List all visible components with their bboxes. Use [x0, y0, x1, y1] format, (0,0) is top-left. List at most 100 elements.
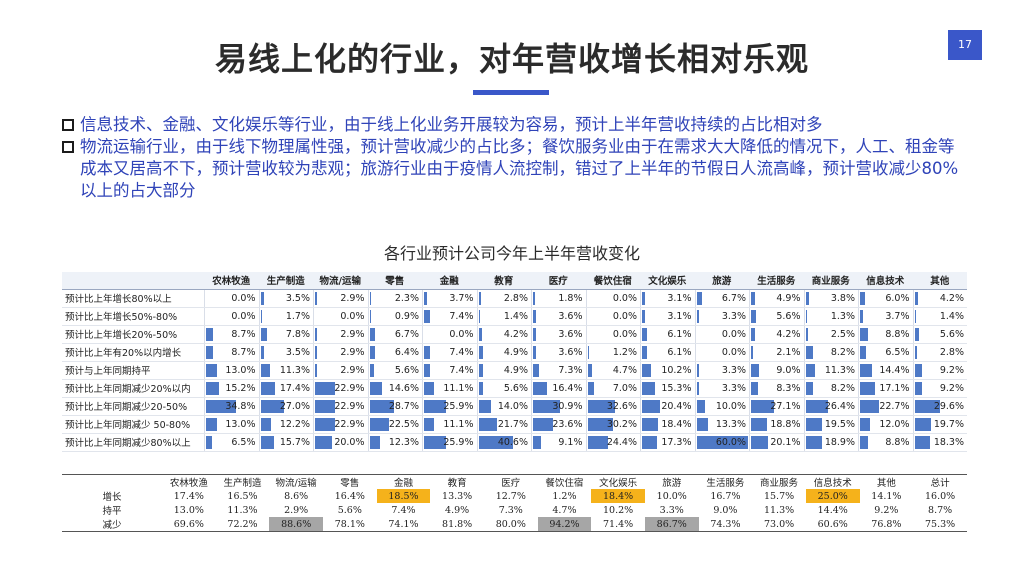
column-header: 文化娱乐 — [640, 272, 695, 290]
cell-value: 2.3% — [394, 292, 419, 304]
data-cell: 11.3% — [803, 361, 859, 379]
data-bar — [751, 291, 756, 305]
cell-value: 5.6% — [394, 364, 419, 376]
cell-value: 1.4% — [503, 310, 528, 322]
data-cell: 1.8% — [531, 289, 586, 307]
data-bar — [369, 345, 375, 359]
data-cell: 12.2% — [258, 415, 314, 433]
data-cell: 8.7% — [204, 343, 259, 361]
data-cell: 2.9% — [313, 289, 368, 307]
cell-value: 6.1% — [667, 328, 692, 340]
data-bar — [642, 399, 660, 413]
cell-value: 0.0% — [612, 328, 637, 340]
summary-column-header: 文化娱乐 — [599, 478, 638, 489]
table-cell: 4.2% — [476, 325, 531, 344]
table-row: 预计与上年同期持平 13.0% 11.3% 2.9% 5.6% 7.4% 4.9% 7.3% 4… — [62, 361, 967, 380]
cell-value: 3.5% — [285, 346, 310, 358]
cell-value: 3.3% — [721, 310, 746, 322]
summary-cell: 18.4% — [591, 489, 645, 503]
table-cell: 60.0% — [694, 433, 749, 452]
table-cell: 9.1% — [531, 433, 586, 452]
summary-column-header: 物流/运输 — [275, 478, 317, 489]
table-cell: 7.4% — [422, 361, 477, 380]
data-cell: 6.7% — [367, 325, 423, 343]
data-bar — [369, 417, 389, 431]
cell-value: 0.0% — [231, 310, 256, 322]
table-cell: 12.0% — [858, 415, 913, 434]
table-cell: 32.6% — [585, 397, 640, 416]
cell-value: 1.2% — [612, 346, 637, 358]
data-bar — [642, 381, 656, 395]
cell-value: 17.4% — [279, 382, 310, 394]
table-cell: 3.6% — [531, 325, 586, 344]
data-bar — [642, 417, 658, 431]
cell-value: 17.1% — [879, 382, 910, 394]
data-cell: 1.7% — [258, 307, 314, 325]
data-bar — [315, 399, 335, 413]
data-bar — [914, 291, 919, 305]
table-cell: 27.1% — [749, 397, 804, 416]
data-bar — [914, 381, 923, 395]
data-cell: 18.3% — [912, 433, 968, 451]
table-cell: 2.8% — [476, 289, 531, 308]
cell-value: 6.4% — [394, 346, 419, 358]
table-cell: 20.1% — [749, 433, 804, 452]
summary-cell: 15.7% — [763, 490, 795, 502]
cell-value: 3.1% — [667, 310, 692, 322]
cell-value: 8.7% — [231, 328, 256, 340]
data-bar — [587, 417, 614, 431]
summary-row: 持平 13.0% 11.3% 2.9% 5.6% 7.4% 4.9% 7.3% 4.7% 10.2… — [62, 503, 967, 518]
cell-value: 2.1% — [776, 346, 801, 358]
data-bar — [860, 399, 880, 413]
summary-cell: 16.5% — [227, 490, 258, 502]
summary-row-label: 持平 — [102, 506, 122, 517]
slide-title: 易线上化的行业，对年营收增长相对乐观 — [214, 40, 809, 78]
data-bar — [206, 327, 214, 341]
cell-value: 8.3% — [776, 382, 801, 394]
table-cell: 3.1% — [640, 289, 695, 308]
data-cell: 6.0% — [858, 289, 913, 307]
table-cell: 20.4% — [640, 397, 695, 416]
table-cell: 1.8% — [531, 289, 586, 308]
data-bar — [914, 435, 931, 449]
data-cell: 6.5% — [204, 433, 259, 451]
cell-value: 2.5% — [830, 328, 855, 340]
table-cell: 3.1% — [640, 307, 695, 326]
summary-cell: 13.0% — [173, 504, 204, 516]
cell-value: 29.6% — [933, 400, 964, 412]
data-bar — [369, 309, 371, 323]
table-cell: 8.7% — [204, 325, 259, 344]
column-header: 旅游 — [694, 272, 749, 290]
data-cell: 15.7% — [258, 433, 314, 451]
data-bar — [260, 309, 262, 323]
data-cell: 14.6% — [367, 379, 423, 397]
data-bar — [642, 345, 648, 359]
summary-cell: 7.4% — [391, 504, 416, 516]
table-cell: 6.1% — [640, 343, 695, 362]
table-cell: 13.0% — [204, 361, 259, 380]
data-cell: 4.9% — [749, 289, 804, 307]
data-cell: 5.6% — [749, 307, 804, 325]
data-bar — [860, 309, 864, 323]
data-cell: 10.2% — [640, 361, 695, 379]
cell-value: 1.3% — [830, 310, 855, 322]
cell-value: 25.9% — [443, 400, 474, 412]
cell-value: 4.2% — [503, 328, 528, 340]
data-bar — [260, 363, 271, 377]
data-cell: 16.4% — [531, 379, 586, 397]
table-cell: 2.3% — [367, 289, 422, 308]
data-cell: 7.4% — [422, 307, 477, 325]
summary-cell: 13.3% — [442, 490, 473, 502]
cell-value: 7.4% — [449, 310, 474, 322]
table-cell: 28.7% — [367, 397, 422, 416]
summary-cell: 14.1% — [871, 490, 902, 502]
cell-value: 23.6% — [552, 418, 583, 430]
data-bar — [805, 309, 807, 323]
table-cell: 7.0% — [585, 379, 640, 398]
data-cell: 9.1% — [531, 433, 586, 451]
cell-value: 5.6% — [776, 310, 801, 322]
cell-value: 3.8% — [830, 292, 855, 304]
data-bar — [860, 417, 871, 431]
data-bar — [206, 363, 218, 377]
table-cell: 0.0% — [585, 307, 640, 326]
